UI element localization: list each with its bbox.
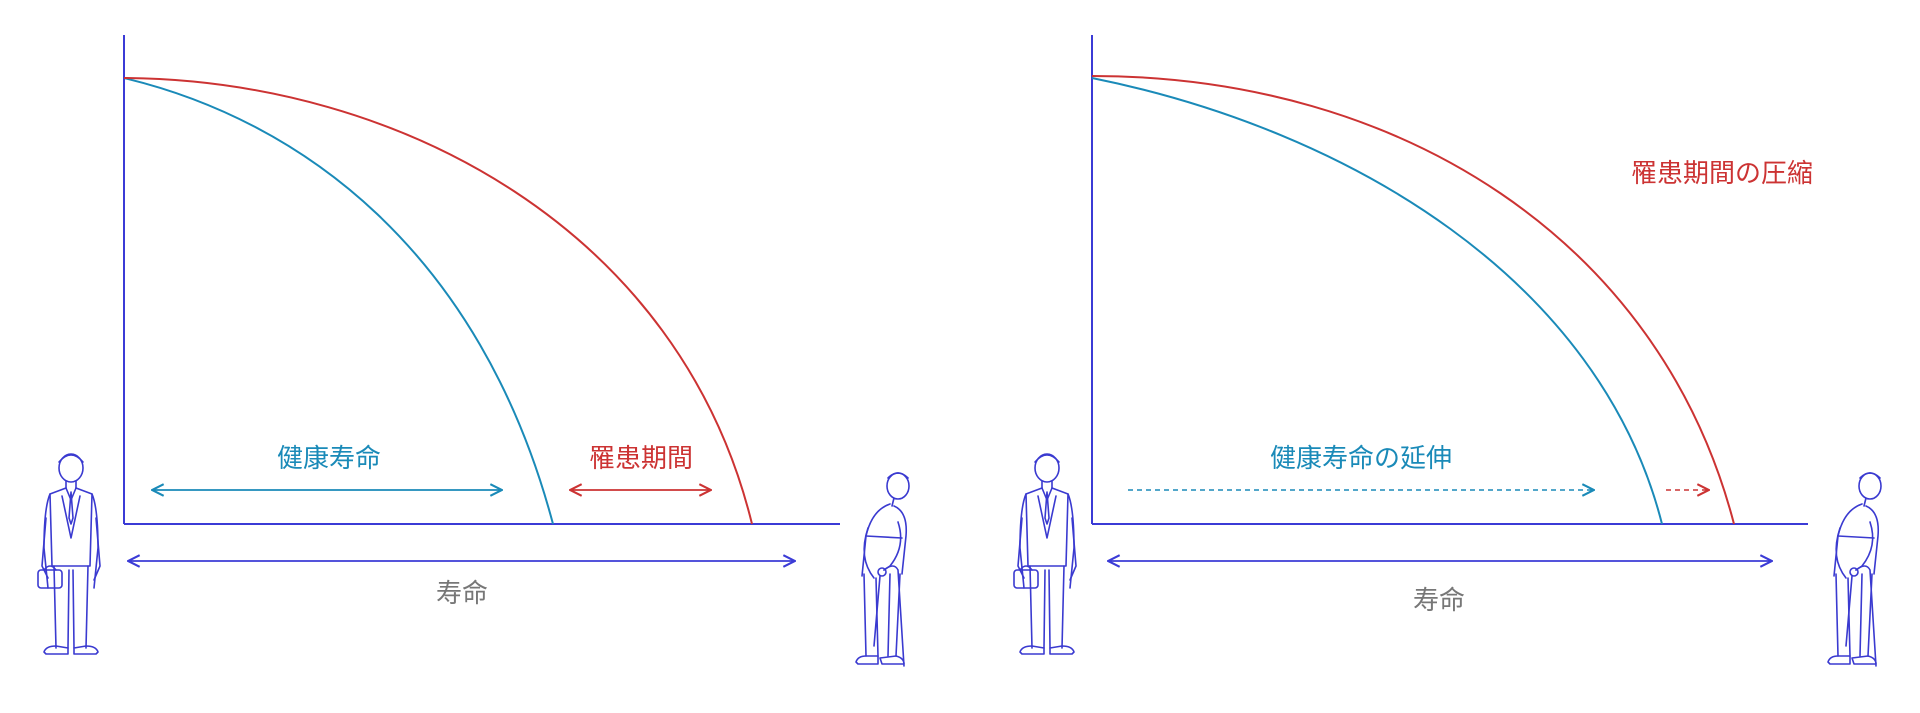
businessman-icon xyxy=(1013,453,1077,655)
healthy-curve-right xyxy=(1091,77,1663,525)
right-panel: 健康寿命の延伸 罹患期間の圧縮 寿命 xyxy=(1013,35,1882,667)
label-lifespan-left: 寿命 xyxy=(436,579,488,609)
label-healthy-lifespan-left: 健康寿命 xyxy=(277,444,381,474)
businessman-icon xyxy=(37,453,101,655)
label-healthy-extension-right: 健康寿命の延伸 xyxy=(1270,444,1452,474)
elderly-man-with-cane-icon xyxy=(855,472,910,667)
label-illness-period-left: 罹患期間 xyxy=(589,444,693,474)
left-panel: 健康寿命 罹患期間 寿命 xyxy=(37,35,910,667)
healthy-curve-left xyxy=(123,77,554,525)
elderly-man-with-cane-icon xyxy=(1827,472,1882,667)
label-lifespan-right: 寿命 xyxy=(1413,586,1465,616)
lifespan-curve-right xyxy=(1091,75,1735,525)
label-illness-compression-right: 罹患期間の圧縮 xyxy=(1631,159,1813,189)
lifespan-curve-left xyxy=(123,77,753,525)
